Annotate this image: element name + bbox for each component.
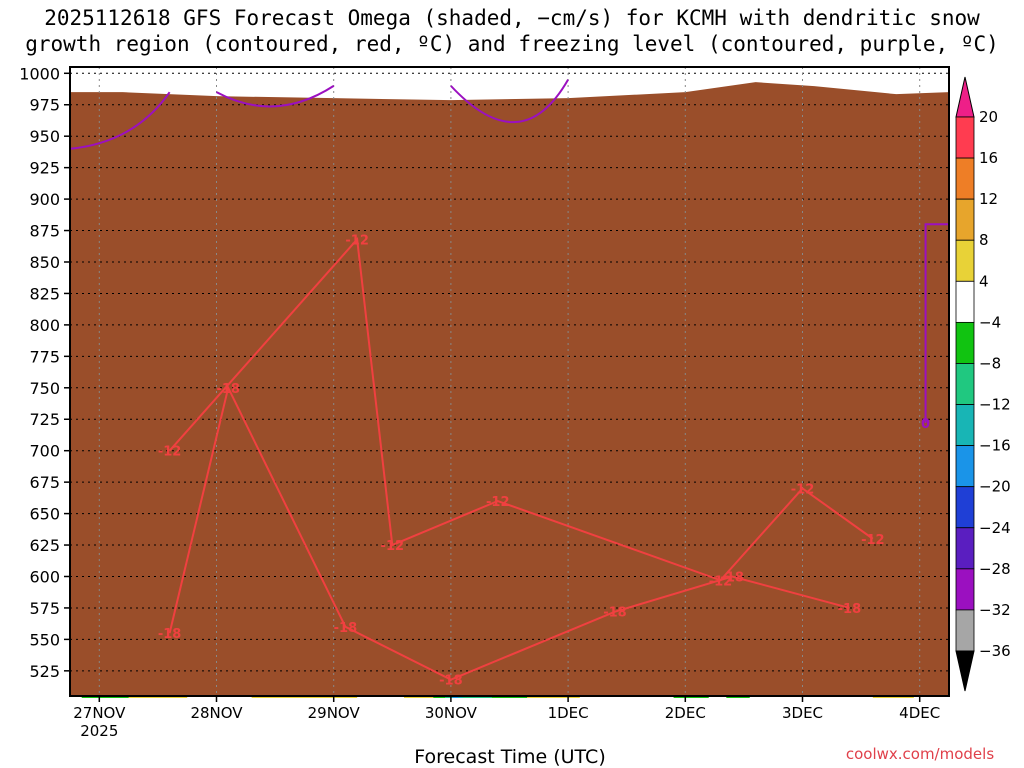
contour-lines: -18-18-18-18-18-18-18-12-12-12-12-12-12-… (69, 79, 949, 689)
y-tick-label: 750 (29, 379, 60, 398)
dgz-contour-label: -18 (334, 621, 358, 636)
colorbar-swatch (955, 568, 975, 611)
dgz-contour-label: -18 (158, 627, 182, 642)
y-tick-label: 825 (29, 284, 60, 303)
colorbar-label: −4 (979, 313, 1001, 331)
colorbar-label: −20 (979, 478, 1011, 496)
x-tick-label: 4DEC (899, 704, 940, 722)
colorbar-swatch (955, 363, 975, 405)
colorbar-swatch (955, 280, 975, 323)
x-tick-label: 3DEC (782, 704, 823, 722)
terrain-fill (70, 82, 949, 696)
grid-lines (70, 67, 949, 696)
dgz-contour-label: -12 (791, 482, 815, 497)
colorbar: 20 16 12 8 4 −4 −8 −12 −16 −20 −24 −28 −32 −36 (955, 76, 1011, 692)
freezing-level-label: 0 (921, 417, 930, 432)
dgz-contour-label: -12 (381, 539, 405, 554)
colorbar-swatch (955, 198, 975, 241)
x-tick-label: 1DEC (548, 704, 589, 722)
y-tick-label: 1000 (19, 64, 60, 83)
colorbar-swatch (955, 157, 975, 200)
credit-text: coolwx.com/models (846, 745, 994, 763)
dgz-contour-label: -18 (838, 602, 862, 617)
colorbar-swatch (955, 609, 975, 652)
colorbar-swatch (955, 486, 975, 529)
x-tick-label: 29NOV (308, 704, 361, 722)
x-tick-label: 30NOV (425, 704, 478, 722)
dgz-contour-label: -12 (345, 233, 369, 248)
colorbar-label: 20 (979, 108, 998, 126)
colorbar-label: 8 (979, 231, 989, 249)
dgz-contour-label: -12 (158, 445, 182, 460)
y-tick-label: 550 (29, 630, 60, 649)
colorbar-label: −24 (979, 519, 1011, 537)
y-tick-label: 575 (29, 599, 60, 618)
y-tick-label: 900 (29, 190, 60, 209)
dgz-contour--18 (168, 384, 850, 681)
y-tick-label: 950 (29, 127, 60, 146)
colorbar-swatch (955, 116, 975, 159)
x-tick-sublabel: 2025 (80, 722, 118, 740)
y-tick-label: 800 (29, 316, 60, 335)
colorbar-label: 4 (979, 272, 989, 290)
dgz-contour--12 (168, 237, 874, 582)
chart-title-line1: 2025112618 GFS Forecast Omega (shaded, −… (44, 6, 980, 30)
dgz-contour-label: -18 (216, 382, 240, 397)
colorbar-label: 12 (979, 190, 998, 208)
dgz-contour-label: -12 (861, 533, 885, 548)
x-tick-label: 2DEC (665, 704, 706, 722)
y-tick-label: 650 (29, 505, 60, 524)
dgz-contour-label: -12 (709, 574, 733, 589)
terrain-area (70, 82, 949, 696)
y-tick-label: 775 (29, 347, 60, 366)
colorbar-swatch (955, 445, 975, 488)
x-tick-label: 27NOV (73, 704, 126, 722)
y-tick-label: 875 (29, 222, 60, 241)
x-tick-label: 28NOV (190, 704, 243, 722)
plot-frame (69, 66, 950, 697)
dgz-contour-label: -12 (486, 495, 510, 510)
colorbar-arrow-bottom (955, 650, 975, 692)
y-tick-label: 975 (29, 96, 60, 115)
colorbar-label: −8 (979, 354, 1001, 372)
colorbar-label: −28 (979, 560, 1011, 578)
freezing-level-low-contour (69, 79, 569, 150)
colorbar-swatch (955, 321, 975, 364)
colorbar-label: 16 (979, 149, 998, 167)
colorbar-swatch (955, 239, 975, 282)
colorbar-label: −36 (979, 642, 1011, 660)
y-tick-label: 675 (29, 473, 60, 492)
colorbar-arrow-top (955, 76, 975, 118)
colorbar-swatch (955, 527, 975, 570)
y-tick-label: 700 (29, 442, 60, 461)
colorbar-label: −12 (979, 396, 1011, 414)
y-tick-label: 525 (29, 662, 60, 681)
colorbar-label: −32 (979, 601, 1011, 619)
dgz-contour-label: -18 (603, 606, 627, 621)
plot-area: -18-18-18-18-18-18-18-12-12-12-12-12-12-… (69, 66, 950, 698)
y-axis-ticks: 525 550 575 600 625 650 675 700 725 750 775 800 825 8… (19, 64, 70, 681)
colorbar-label: −16 (979, 437, 1011, 455)
y-tick-label: 625 (29, 536, 60, 555)
chart-title-line2: growth region (contoured, red, ºC) and f… (25, 32, 999, 56)
y-tick-label: 725 (29, 410, 60, 429)
y-tick-label: 600 (29, 567, 60, 586)
colorbar-swatch (955, 404, 975, 447)
dgz-contour-label: -18 (439, 674, 463, 689)
x-axis-title: Forecast Time (UTC) (414, 746, 605, 768)
y-tick-label: 925 (29, 159, 60, 178)
y-tick-label: 850 (29, 253, 60, 272)
freezing-level-contour (924, 223, 949, 424)
